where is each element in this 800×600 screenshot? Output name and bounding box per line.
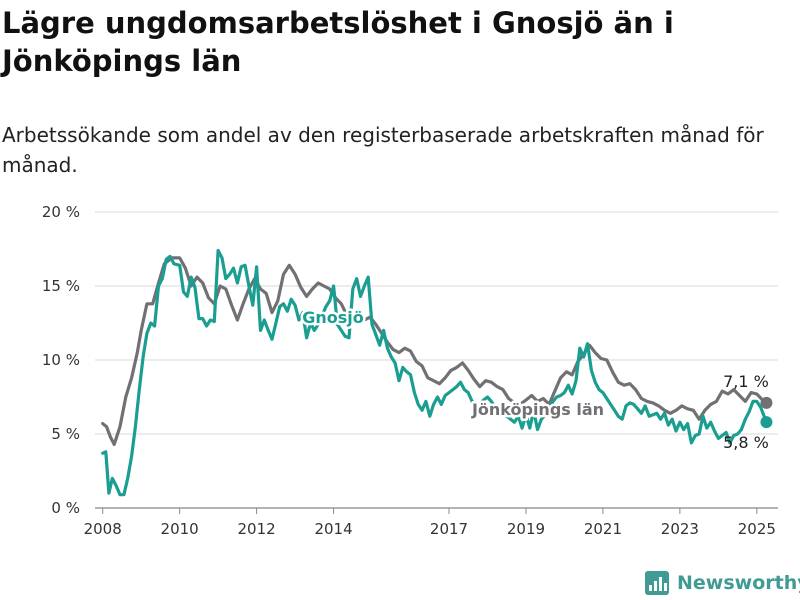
series-line-gnosjo xyxy=(101,248,769,497)
series-name-label-gnosjo: Gnosjö xyxy=(302,308,364,327)
brand-name: Newsworthy xyxy=(677,572,800,594)
gridlines xyxy=(95,211,778,509)
chart-subtitle: Arbetssökande som andel av den registerb… xyxy=(2,123,764,177)
x-tick-label: 2012 xyxy=(238,520,276,538)
end-point-jonkopings-lan xyxy=(760,396,773,409)
y-tick-label: 0 % xyxy=(51,499,80,517)
x-axis-ticks: 2008 2010 2012 2014 2017 2019 2021 2023 2025 xyxy=(84,508,776,538)
x-tick-label: 2019 xyxy=(507,520,545,538)
newsworthy-brand[interactable]: Newsworthy xyxy=(645,568,800,598)
end-value-label-gnosjo: 5,8 % xyxy=(723,433,769,452)
x-tick-label: 2008 xyxy=(84,520,122,538)
chart-title: Lägre ungdomsarbetslöshet i Gnosjö än i … xyxy=(2,6,674,78)
x-tick-label: 2023 xyxy=(661,520,699,538)
y-tick-label: 10 % xyxy=(42,351,80,369)
bar-chart-logo-icon xyxy=(645,571,669,595)
y-axis-ticks: 0 % 5 % 10 % 15 % 20 % xyxy=(42,203,80,517)
series-name-label-jonkopings-lan: Jönköpings län xyxy=(471,400,604,419)
series-line-jonkopings-lan xyxy=(101,256,769,446)
x-tick-label: 2014 xyxy=(314,520,352,538)
end-value-label-jonkopings-lan: 7,1 % xyxy=(723,372,769,391)
series-labels: 7,1 % 5,8 % Gnosjö Jönköpings län xyxy=(300,306,769,453)
x-tick-label: 2017 xyxy=(430,520,468,538)
series-lines xyxy=(101,248,773,497)
x-tick-label: 2025 xyxy=(738,520,776,538)
y-tick-label: 20 % xyxy=(42,203,80,221)
end-point-gnosjo xyxy=(760,416,773,429)
y-tick-label: 15 % xyxy=(42,277,80,295)
x-tick-label: 2010 xyxy=(161,520,199,538)
y-tick-label: 5 % xyxy=(51,425,80,443)
x-tick-label: 2021 xyxy=(584,520,622,538)
